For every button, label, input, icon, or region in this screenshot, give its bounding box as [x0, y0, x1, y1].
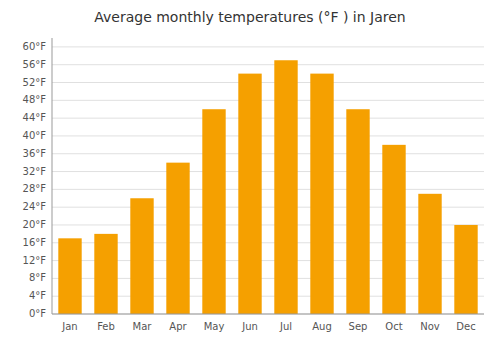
y-tick-labels: 0°F 4°F 8°F 12°F 16°F 20°F 24°F 28°F 32°F 36°F 40°…: [23, 41, 47, 319]
y-tick-label: 36°F: [23, 148, 47, 159]
bar: [130, 198, 153, 314]
y-tick-label: 12°F: [23, 255, 47, 266]
y-tick-label: 32°F: [23, 166, 47, 177]
x-tick-label: Apr: [169, 321, 187, 332]
y-tick-label: 60°F: [23, 41, 47, 52]
grid-line: [52, 100, 484, 101]
title: Average monthly temperatures (°F ) in Ja…: [94, 9, 405, 25]
chart: 0°F 4°F 8°F 12°F 16°F 20°F 24°F 28°F 32°F 36°F 40°…: [0, 0, 500, 350]
x-tick-label: Sep: [349, 321, 368, 332]
bar: [166, 163, 189, 314]
y-tick-label: 0°F: [29, 308, 46, 319]
x-tick-label: Aug: [312, 321, 332, 332]
bars: [58, 60, 477, 314]
y-tick-label: 40°F: [23, 130, 47, 141]
y-tick-label: 48°F: [23, 94, 47, 105]
x-tick-label: Jul: [279, 321, 292, 332]
x-tick-label: Feb: [97, 321, 115, 332]
grid-line: [52, 189, 484, 190]
x-tick-label: Oct: [385, 321, 402, 332]
y-tick-label: 44°F: [23, 112, 47, 123]
y-tick-label: 20°F: [23, 219, 47, 230]
y-tick-label: 56°F: [23, 59, 47, 70]
x-tick-label: May: [204, 321, 225, 332]
x-tick-label: Nov: [420, 321, 440, 332]
bar: [382, 145, 405, 314]
bar: [310, 74, 333, 314]
bar: [238, 74, 261, 314]
grid-line: [52, 153, 484, 154]
x-tick-label: Jan: [61, 321, 77, 332]
grid: [52, 47, 484, 314]
x-tick-label: Mar: [133, 321, 153, 332]
y-tick-label: 4°F: [29, 290, 46, 301]
bar: [274, 60, 297, 314]
bar: [94, 234, 117, 314]
grid-line: [52, 64, 484, 65]
y-axis-line: [52, 38, 53, 314]
grid-line: [52, 314, 484, 315]
x-tick-label: Jun: [241, 321, 258, 332]
grid-line: [52, 171, 484, 172]
x-axis-line: [52, 314, 484, 315]
y-tick-label: 24°F: [23, 201, 47, 212]
grid-line: [52, 46, 484, 47]
bar: [58, 238, 81, 314]
bar: [418, 194, 441, 314]
bar: [346, 109, 369, 314]
x-tick-labels: Jan Feb Mar Apr May Jun Jul Aug Sep Oct Nov Dec: [61, 321, 475, 332]
y-tick-label: 8°F: [29, 272, 46, 283]
grid-line: [52, 135, 484, 136]
y-tick-label: 16°F: [23, 237, 47, 248]
bar: [454, 225, 477, 314]
bar: [202, 109, 225, 314]
x-tick-label: Dec: [456, 321, 475, 332]
grid-line: [52, 118, 484, 119]
y-tick-label: 52°F: [23, 77, 47, 88]
grid-line: [52, 82, 484, 83]
y-tick-label: 28°F: [23, 183, 47, 194]
